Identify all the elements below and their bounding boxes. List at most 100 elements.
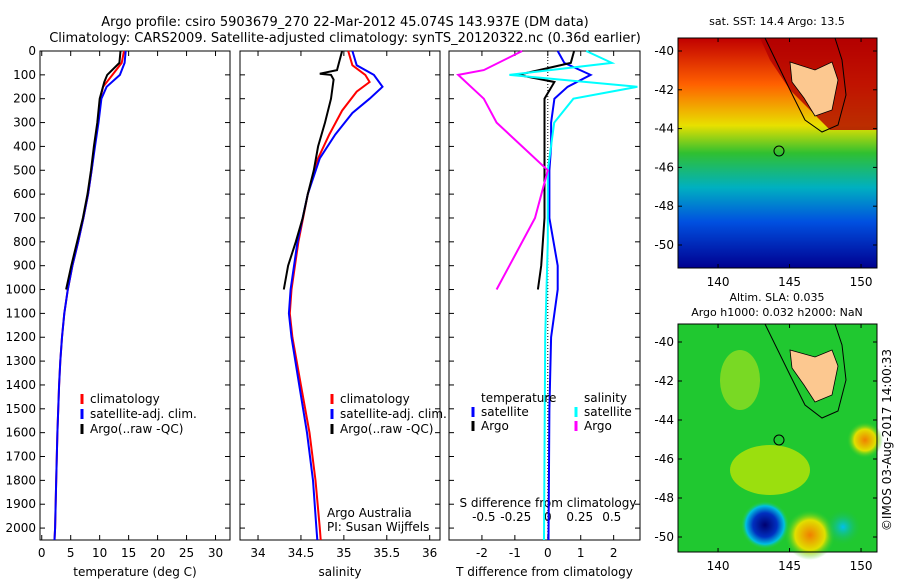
x-tick-label: 34 [250, 546, 265, 560]
difference-xlabel: T difference from climatology [455, 565, 633, 579]
sst-map-title: sat. SST: 14.4 Argo: 13.5 [709, 15, 845, 28]
map-y-tick-label: -40 [654, 44, 674, 58]
legend-label: satellite [481, 405, 529, 419]
legend-label: Argo [584, 419, 612, 433]
legend-label: Argo [481, 419, 509, 433]
float-position-marker [773, 145, 785, 157]
temperature-xlabel: temperature (deg C) [73, 565, 196, 579]
y-tick-label: 1600 [5, 426, 36, 440]
series-argo-raw-qc- [282, 50, 344, 290]
x-tick-label: 35.5 [373, 546, 400, 560]
sla-map-title-1: Altim. SLA: 0.035 [729, 291, 824, 304]
sla-warm-eddy [847, 422, 883, 458]
sst-map-frame [677, 37, 878, 269]
map-x-tick-label: 150 [850, 559, 873, 573]
sst-map: sat. SST: 14.4 Argo: 13.5 140 145 150 -40 -4… [654, 15, 878, 289]
map-x-tick-label: 145 [778, 275, 801, 289]
x-tick-label: -2 [476, 546, 488, 560]
s-tick-label: 0.25 [566, 510, 593, 524]
legend-label: climatology [340, 392, 410, 406]
title-line-2: Climatology: CARS2009. Satellite-adjuste… [49, 31, 641, 46]
y-tick-label: 900 [13, 259, 36, 273]
x-tick-label: 0 [38, 546, 46, 560]
map-y-tick-label: -46 [654, 160, 674, 174]
annotation-text: Argo Australia [327, 506, 412, 520]
x-tick-label: 1 [577, 546, 585, 560]
y-tick-label: 500 [13, 163, 36, 177]
y-tick-label: 0 [28, 44, 36, 58]
series-climatology [53, 50, 125, 541]
series-argo-raw-qc- [65, 50, 122, 290]
map-y-tick-label: -42 [654, 374, 674, 388]
series-t-argo [517, 50, 576, 290]
salinity-xlabel: salinity [318, 565, 361, 579]
legend-label: Argo(..raw -QC) [340, 422, 433, 436]
annotation-text: PI: Susan Wijffels [327, 520, 429, 534]
sla-map: Altim. SLA: 0.035 Argo h1000: 0.032 h200… [654, 291, 883, 573]
sla-map-frame [677, 323, 878, 553]
y-tick-label: 1800 [5, 473, 36, 487]
y-tick-label: 700 [13, 211, 36, 225]
x-tick-label: 35 [336, 546, 351, 560]
x-tick-label: -1 [509, 546, 521, 560]
float-position-marker [773, 434, 785, 446]
shelf-contour [764, 323, 847, 419]
map-x-tick-label: 140 [707, 559, 730, 573]
temperature-panel: 0 5 10 15 20 25 30 temperature (deg C) 0 100 200 30… [5, 44, 231, 579]
y-tick-label: 100 [13, 68, 36, 82]
difference-panel: -2 -1 0 1 2 T difference from climatology -0.5… [448, 50, 641, 579]
series-climatology [288, 50, 371, 541]
map-y-tick-label: -48 [654, 491, 674, 505]
map-y-tick-label: -44 [654, 413, 674, 427]
temperature-frame [39, 50, 231, 541]
sla-feature [730, 445, 810, 495]
x-tick-label: 2 [610, 546, 618, 560]
map-x-tick-label: 140 [707, 275, 730, 289]
sla-cool-eddy [825, 509, 861, 545]
y-tick-label: 800 [13, 235, 36, 249]
legend-label: satellite [584, 405, 632, 419]
y-tick-label: 400 [13, 139, 36, 153]
legend-label: Argo(..raw -QC) [90, 422, 183, 436]
y-tick-label: 300 [13, 116, 36, 130]
y-tick-label: 1700 [5, 450, 36, 464]
map-y-tick-label: -44 [654, 122, 674, 136]
y-tick-label: 200 [13, 92, 36, 106]
salinity-panel: 34 34.5 35 35.5 36 salinity climatologysatelli… [239, 50, 447, 579]
series-s-argo [456, 50, 549, 290]
x-tick-label: 36 [422, 546, 437, 560]
legend-title: temperature [481, 391, 556, 405]
s-tick-label: 0.5 [602, 510, 621, 524]
sla-cold-eddy [741, 501, 789, 549]
map-y-tick-label: -46 [654, 452, 674, 466]
series-s-satellite [509, 50, 638, 541]
shelf-contour [764, 37, 847, 133]
x-tick-label: 34.5 [288, 546, 315, 560]
title-line-1: Argo profile: csiro 5903679_270 22-Mar-2… [101, 15, 589, 30]
tasmania-landmass [789, 61, 839, 117]
x-tick-label: 10 [92, 546, 107, 560]
y-tick-label: 2000 [5, 521, 36, 535]
sla-warm-eddy [785, 510, 835, 560]
credit-text: ©IMOS 03-Aug-2017 14:00:33 [880, 349, 894, 531]
y-tick-label: 1500 [5, 402, 36, 416]
map-y-tick-label: -50 [654, 530, 674, 544]
map-x-tick-label: 145 [778, 559, 801, 573]
legend-label: satellite-adj. clim. [90, 407, 197, 421]
map-y-tick-label: -42 [654, 83, 674, 97]
y-tick-label: 1200 [5, 330, 36, 344]
tasmania-landmass [789, 349, 839, 403]
x-tick-label: 0 [544, 546, 552, 560]
y-tick-label: 1400 [5, 378, 36, 392]
x-tick-label: 25 [179, 546, 194, 560]
x-tick-label: 20 [150, 546, 165, 560]
salinity-frame [239, 50, 441, 541]
legend-label: climatology [90, 392, 160, 406]
x-tick-label: 15 [121, 546, 136, 560]
map-x-tick-label: 150 [850, 275, 873, 289]
series-satellite-adj-clim- [53, 50, 127, 541]
x-tick-label: 5 [67, 546, 75, 560]
sla-map-title-2: Argo h1000: 0.032 h2000: NaN [691, 306, 863, 319]
